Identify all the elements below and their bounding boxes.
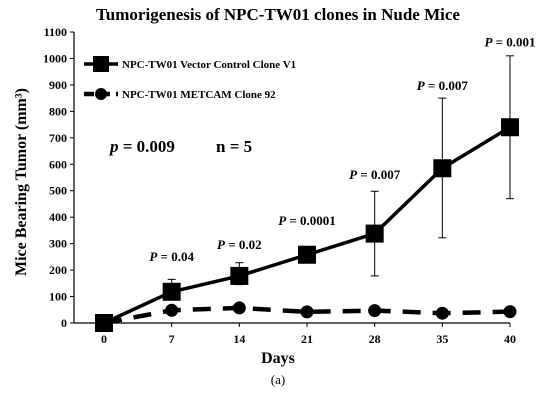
y-tick-label: 1000: [43, 51, 67, 65]
p-symbol: P: [278, 213, 287, 228]
legend-entry-2: NPC-TW01 METCAM Clone 92: [84, 88, 276, 101]
summary-p-value: p = 0.009: [108, 137, 175, 156]
p-value-label: P = 0.0001: [278, 213, 336, 228]
p-symbol: P: [349, 167, 358, 182]
legend-entry-1: NPC-TW01 Vector Control Clone V1: [84, 56, 296, 72]
data-point-square: [230, 266, 249, 285]
y-tick-label: 100: [49, 290, 67, 304]
x-tick-label: 28: [369, 332, 381, 346]
p-value-text: = 0.001: [492, 35, 535, 50]
p-value-label: P = 0.001: [484, 35, 535, 50]
y-tick-label: 0: [61, 316, 67, 330]
data-point-square: [298, 245, 316, 264]
data-point-square: [162, 282, 181, 301]
x-tick-label: 35: [436, 332, 448, 346]
figure-caption: (a): [271, 372, 285, 387]
data-point-circle: [97, 316, 111, 330]
chart-axes: [73, 32, 510, 324]
p-value-label: P = 0.007: [349, 167, 401, 182]
data-point-circle: [232, 301, 246, 315]
data-point-circle: [300, 305, 314, 319]
x-tick-label: 21: [301, 332, 313, 346]
p-symbol: P: [417, 78, 426, 93]
y-tick-label: 700: [49, 131, 67, 145]
y-tick-label: 1100: [44, 25, 67, 39]
x-tick-label: 14: [233, 332, 245, 346]
data-point-square: [501, 118, 519, 137]
x-tick-label: 0: [101, 332, 107, 346]
chart-title: Tumorigenesis of NPC-TW01 clones in Nude…: [96, 5, 460, 24]
p-value-text: = 0.007: [357, 167, 401, 182]
x-axis-ticks: 0 7 14 21 28 35 40: [101, 323, 516, 346]
data-point-square: [365, 224, 384, 243]
y-tick-label: 600: [49, 157, 67, 171]
y-axis-label: Mice Bearing Tumor (mm³): [13, 88, 30, 276]
x-tick-label: 40: [504, 332, 516, 346]
p-symbol: P: [484, 35, 493, 50]
summary-n-value: n = 5: [216, 137, 252, 156]
p-value-label: P = 0.04: [149, 249, 194, 264]
p-symbol: P: [217, 237, 226, 252]
p-value-label: P = 0.007: [417, 78, 469, 93]
p-value-text: = 0.0001: [286, 213, 336, 228]
x-axis-label: Days: [261, 350, 295, 367]
y-tick-label: 300: [49, 237, 67, 251]
y-tick-label: 900: [49, 78, 67, 92]
x-tick-label: 7: [169, 332, 175, 346]
summary-p-text: = 0.009: [119, 137, 175, 156]
legend-label: NPC-TW01 Vector Control Clone V1: [122, 59, 296, 71]
p-symbol: P: [149, 249, 158, 264]
data-point-circle: [503, 305, 517, 319]
series-layer: [95, 55, 519, 332]
data-point-square: [433, 159, 452, 178]
y-tick-label: 800: [49, 104, 67, 118]
p-value-text: = 0.02: [225, 237, 262, 252]
summary-p-symbol: p: [108, 137, 119, 156]
y-tick-label: 200: [49, 263, 67, 277]
data-point-circle: [368, 304, 382, 318]
p-value-label: P = 0.02: [217, 237, 262, 252]
data-point-circle: [165, 303, 179, 317]
chart-legend: NPC-TW01 Vector Control Clone V1 NPC-TW01…: [84, 56, 296, 101]
legend-marker-square: [93, 56, 109, 72]
p-value-text: = 0.04: [157, 249, 194, 264]
data-point-circle: [435, 306, 449, 320]
y-axis-ticks: 0 100 200 300 400 500 600 700 800 900 1000 1100: [43, 25, 74, 330]
series-2: [97, 301, 517, 330]
y-tick-label: 500: [49, 184, 67, 198]
legend-label: NPC-TW01 METCAM Clone 92: [122, 89, 276, 101]
y-tick-label: 400: [49, 210, 67, 224]
legend-marker-circle: [95, 88, 107, 100]
p-value-text: = 0.007: [425, 78, 469, 93]
